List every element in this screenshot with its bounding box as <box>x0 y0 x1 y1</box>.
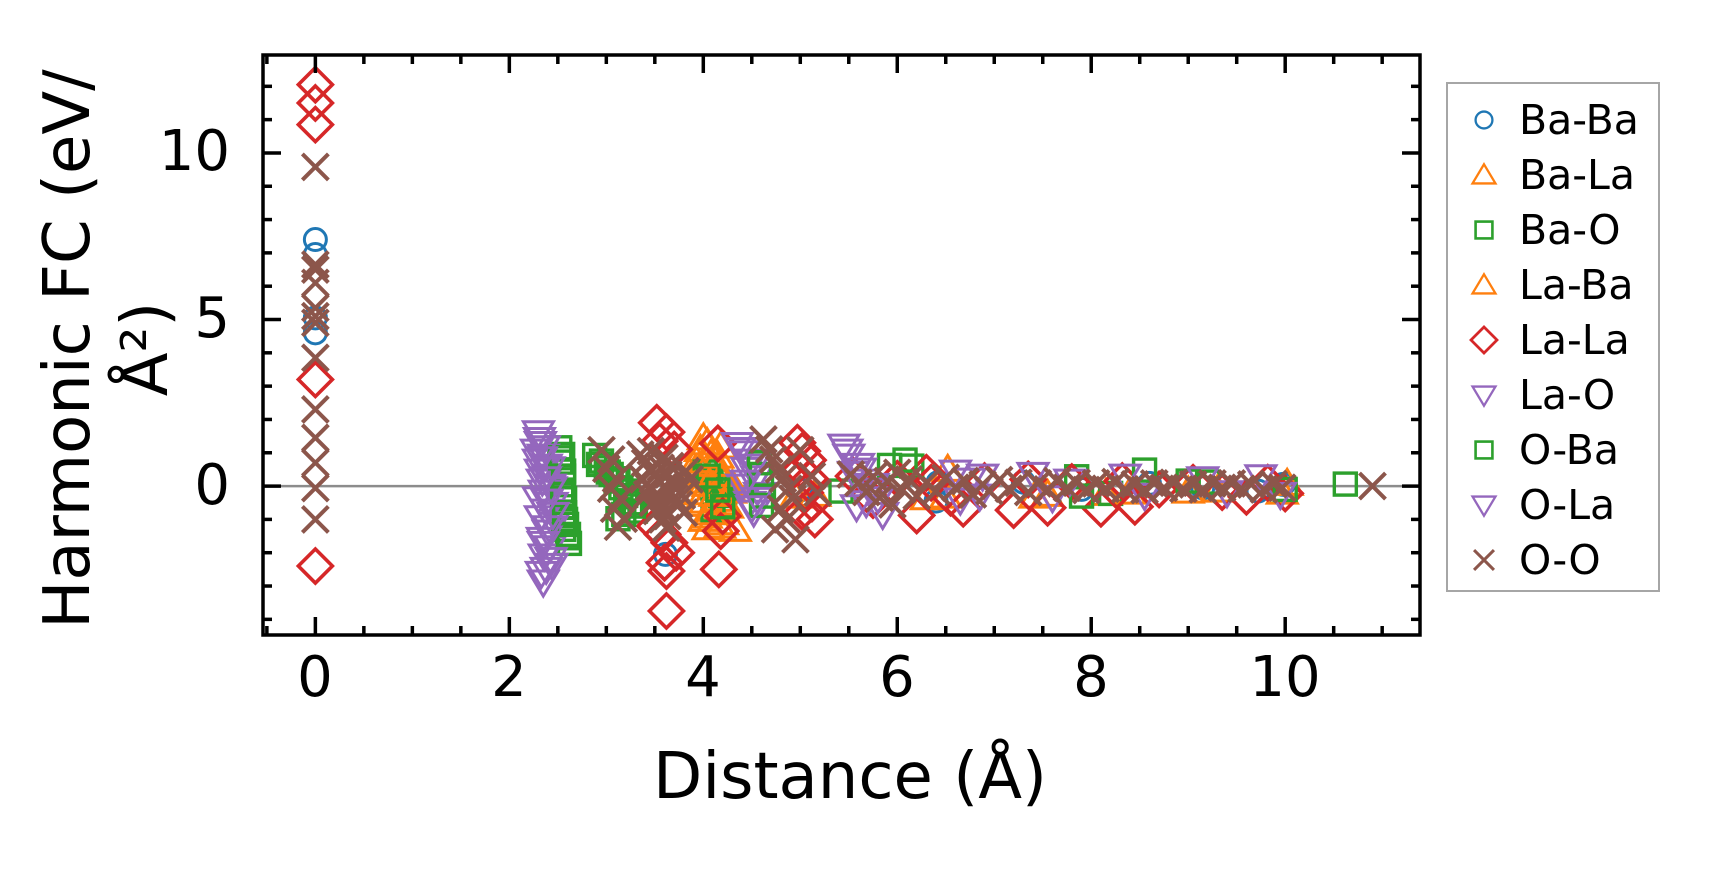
legend-label: Ba-La <box>1519 150 1636 199</box>
triangle-down-marker-icon <box>1470 494 1498 518</box>
y-tick-label-10: 10 <box>158 119 230 184</box>
legend-item-ba-la: Ba-La <box>1462 147 1658 202</box>
triangle-down-marker-icon <box>1470 384 1498 408</box>
circle-marker-icon <box>1474 109 1494 130</box>
x-tick-label-4: 4 <box>685 645 721 710</box>
x-axis-label: Distance (Å) <box>653 740 1047 814</box>
legend-label: O-O <box>1519 535 1601 584</box>
legend-label: La-La <box>1519 315 1630 364</box>
legend: Ba-Ba Ba-La Ba-O La-Ba La-La La-O O-Ba <box>1446 82 1660 592</box>
legend-item-o-o: O-O <box>1462 532 1658 587</box>
triangle-up-marker-icon <box>1470 161 1498 185</box>
legend-item-la-ba: La-Ba <box>1462 257 1658 312</box>
x-tick-label-8: 8 <box>1073 645 1109 710</box>
x-tick-label-2: 2 <box>491 645 527 710</box>
legend-label: La-Ba <box>1519 260 1634 309</box>
legend-item-o-ba: O-Ba <box>1462 422 1658 477</box>
y-tick-label-5: 5 <box>194 286 230 351</box>
x-tick-label-0: 0 <box>297 645 333 710</box>
legend-label: Ba-Ba <box>1519 95 1639 144</box>
x-marker-icon <box>1472 548 1496 571</box>
legend-item-la-o: La-O <box>1462 367 1658 422</box>
square-marker-icon <box>1474 439 1494 460</box>
x-tick-label-6: 6 <box>879 645 915 710</box>
legend-item-ba-o: Ba-O <box>1462 202 1658 257</box>
legend-item-la-la: La-La <box>1462 312 1658 367</box>
legend-label: O-Ba <box>1519 425 1619 474</box>
legend-item-o-la: O-La <box>1462 477 1658 532</box>
triangle-up-marker-icon <box>1470 271 1498 295</box>
square-marker-icon <box>1474 219 1494 240</box>
legend-label: Ba-O <box>1519 205 1621 254</box>
legend-item-ba-ba: Ba-Ba <box>1462 92 1658 147</box>
diamond-marker-icon <box>1469 324 1499 355</box>
y-tick-label-0: 0 <box>194 453 230 518</box>
x-tick-label-10: 10 <box>1249 645 1321 710</box>
legend-label: O-La <box>1519 480 1616 529</box>
y-axis-label: Harmonic FC (eV/Å²) <box>31 69 183 629</box>
legend-label: La-O <box>1519 370 1616 419</box>
